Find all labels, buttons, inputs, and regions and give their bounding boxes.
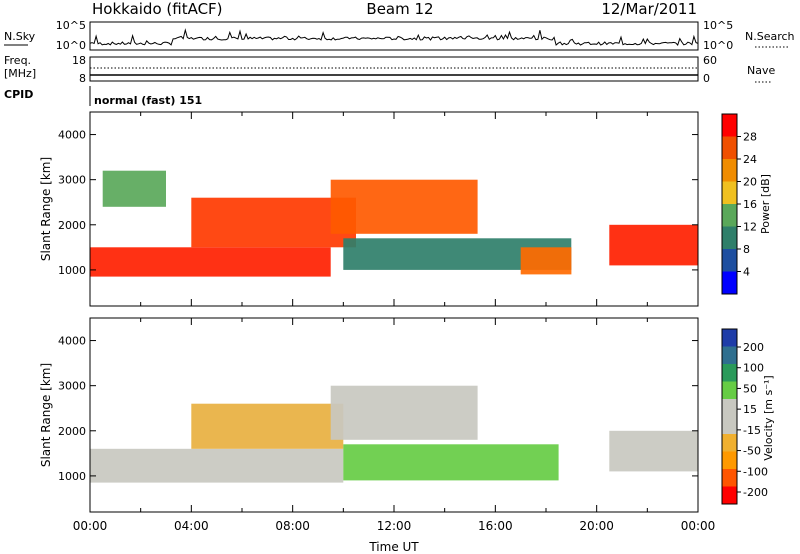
velocity-cb-tick-label-7: -200 bbox=[743, 486, 768, 499]
power-cb-tick-label-0: 4 bbox=[743, 266, 750, 279]
velocity-cb-swatch-7 bbox=[722, 364, 737, 382]
power-colorbar-label: Power [dB] bbox=[759, 174, 772, 234]
xtick-label-0: 00:00 bbox=[73, 519, 108, 533]
power-region-5 bbox=[609, 224, 698, 266]
xtick-label-6: 00:00 bbox=[681, 519, 716, 533]
velocity-cb-tick-label-6: -100 bbox=[743, 465, 768, 478]
power-region-4 bbox=[520, 247, 572, 275]
velocity-cb-swatch-5 bbox=[722, 399, 737, 417]
power-cb-swatch-0 bbox=[722, 271, 737, 294]
velocity-ytick-label-0: 1000 bbox=[58, 470, 86, 483]
xtick-label-2: 08:00 bbox=[275, 519, 310, 533]
cpid-text: normal (fast) 151 bbox=[94, 94, 202, 107]
xtick-label-3: 12:00 bbox=[377, 519, 412, 533]
power-cb-tick-label-3: 16 bbox=[743, 198, 757, 211]
power-cb-swatch-2 bbox=[722, 226, 737, 249]
freq-left-tick-high: 18 bbox=[72, 54, 86, 67]
power-cb-tick-label-5: 24 bbox=[743, 153, 757, 166]
velocity-cb-tick-label-0: 200 bbox=[743, 341, 764, 354]
velocity-ylabel: Slant Range [km] bbox=[39, 363, 53, 467]
velocity-cb-tick-label-3: 15 bbox=[743, 403, 757, 416]
nsky-left-tick-low: 10^0 bbox=[56, 39, 86, 52]
power-region-1 bbox=[191, 197, 356, 248]
velocity-ytick-label-2: 3000 bbox=[58, 380, 86, 393]
freq-panel: Freq. [MHz] 18 8 60 0 Nave bbox=[4, 54, 775, 85]
power-cb-tick-label-2: 12 bbox=[743, 221, 757, 234]
freq-label-line1: Freq. bbox=[4, 54, 31, 67]
velocity-region-2 bbox=[330, 385, 478, 440]
velocity-region-4 bbox=[609, 430, 698, 472]
velocity-cb-swatch-6 bbox=[722, 381, 737, 399]
xtick-label-1: 04:00 bbox=[174, 519, 209, 533]
power-panel: Slant Range [km] 1000 2000 3000 4000 bbox=[39, 111, 699, 307]
power-cb-tick-label-4: 20 bbox=[743, 176, 757, 189]
nsky-right-tick-high: 10^5 bbox=[703, 19, 733, 32]
power-region-2 bbox=[330, 179, 478, 234]
velocity-cb-swatch-8 bbox=[722, 346, 737, 364]
velocity-panel: Slant Range [km] 1000 2000 3000 4000 00:00 0… bbox=[39, 317, 716, 554]
xtick-label-5: 20:00 bbox=[579, 519, 614, 533]
nsky-trace bbox=[89, 28, 699, 46]
beam-title: Beam 12 bbox=[366, 0, 433, 18]
date-title: 12/Mar/2011 bbox=[601, 0, 697, 18]
nsky-panel: N.Sky 10^5 10^0 10^5 10^0 N.Search bbox=[4, 19, 795, 52]
power-cb-swatch-4 bbox=[722, 181, 737, 204]
velocity-region-1 bbox=[191, 403, 344, 449]
xtick-label-4: 16:00 bbox=[478, 519, 513, 533]
velocity-cb-swatch-9 bbox=[722, 329, 737, 347]
power-region-0 bbox=[90, 247, 331, 277]
x-axis-label: Time UT bbox=[368, 540, 419, 554]
power-cb-swatch-1 bbox=[722, 249, 737, 272]
power-ytick-label-2: 3000 bbox=[58, 174, 86, 187]
power-region-6 bbox=[102, 170, 166, 207]
velocity-ytick-label-3: 4000 bbox=[58, 335, 86, 348]
velocity-cb-swatch-0 bbox=[722, 486, 737, 504]
nsky-right-tick-low: 10^0 bbox=[703, 39, 733, 52]
cpid-label: CPID bbox=[4, 88, 33, 101]
velocity-cb-swatch-2 bbox=[722, 451, 737, 469]
power-cb-swatch-3 bbox=[722, 204, 737, 227]
velocity-cb-swatch-4 bbox=[722, 416, 737, 434]
power-cb-tick-label-6: 28 bbox=[743, 131, 757, 144]
nsearch-label: N.Search bbox=[745, 30, 795, 43]
velocity-cb-tick-label-5: -50 bbox=[743, 445, 761, 458]
power-cb-swatch-7 bbox=[722, 114, 737, 137]
velocity-cb-swatch-1 bbox=[722, 469, 737, 487]
nsky-left-tick-high: 10^5 bbox=[56, 19, 86, 32]
nave-label: Nave bbox=[747, 64, 775, 77]
freq-right-tick-low: 0 bbox=[703, 72, 710, 85]
power-cb-swatch-5 bbox=[722, 159, 737, 182]
velocity-cb-tick-label-2: 50 bbox=[743, 382, 757, 395]
power-ylabel: Slant Range [km] bbox=[39, 157, 53, 261]
velocity-region-3 bbox=[343, 444, 559, 481]
freq-label-line2: [MHz] bbox=[4, 67, 36, 80]
freq-right-tick-high: 60 bbox=[703, 54, 717, 67]
station-title: Hokkaido (fitACF) bbox=[92, 0, 223, 18]
nsky-label: N.Sky bbox=[4, 30, 36, 43]
power-ytick-label-3: 4000 bbox=[58, 129, 86, 142]
power-ytick-label-0: 1000 bbox=[58, 264, 86, 277]
velocity-cb-tick-label-1: 100 bbox=[743, 362, 764, 375]
velocity-colorbar-label: Velocity [m s⁻¹] bbox=[762, 375, 775, 460]
power-cb-swatch-6 bbox=[722, 136, 737, 159]
power-colorbar: 4 8 12 16 20 24 28 Power [dB] bbox=[721, 113, 772, 295]
freq-left-tick-low: 8 bbox=[79, 72, 86, 85]
velocity-ytick-label-1: 2000 bbox=[58, 425, 86, 438]
power-cb-tick-label-1: 8 bbox=[743, 243, 750, 256]
velocity-cb-tick-label-4: -15 bbox=[743, 424, 761, 437]
velocity-colorbar: 200 100 50 15 -15 -50 -100 -200 Velocity [m s⁻¹… bbox=[721, 328, 775, 505]
velocity-cb-swatch-3 bbox=[722, 434, 737, 452]
velocity-region-0 bbox=[90, 448, 344, 483]
power-ytick-label-1: 2000 bbox=[58, 219, 86, 232]
